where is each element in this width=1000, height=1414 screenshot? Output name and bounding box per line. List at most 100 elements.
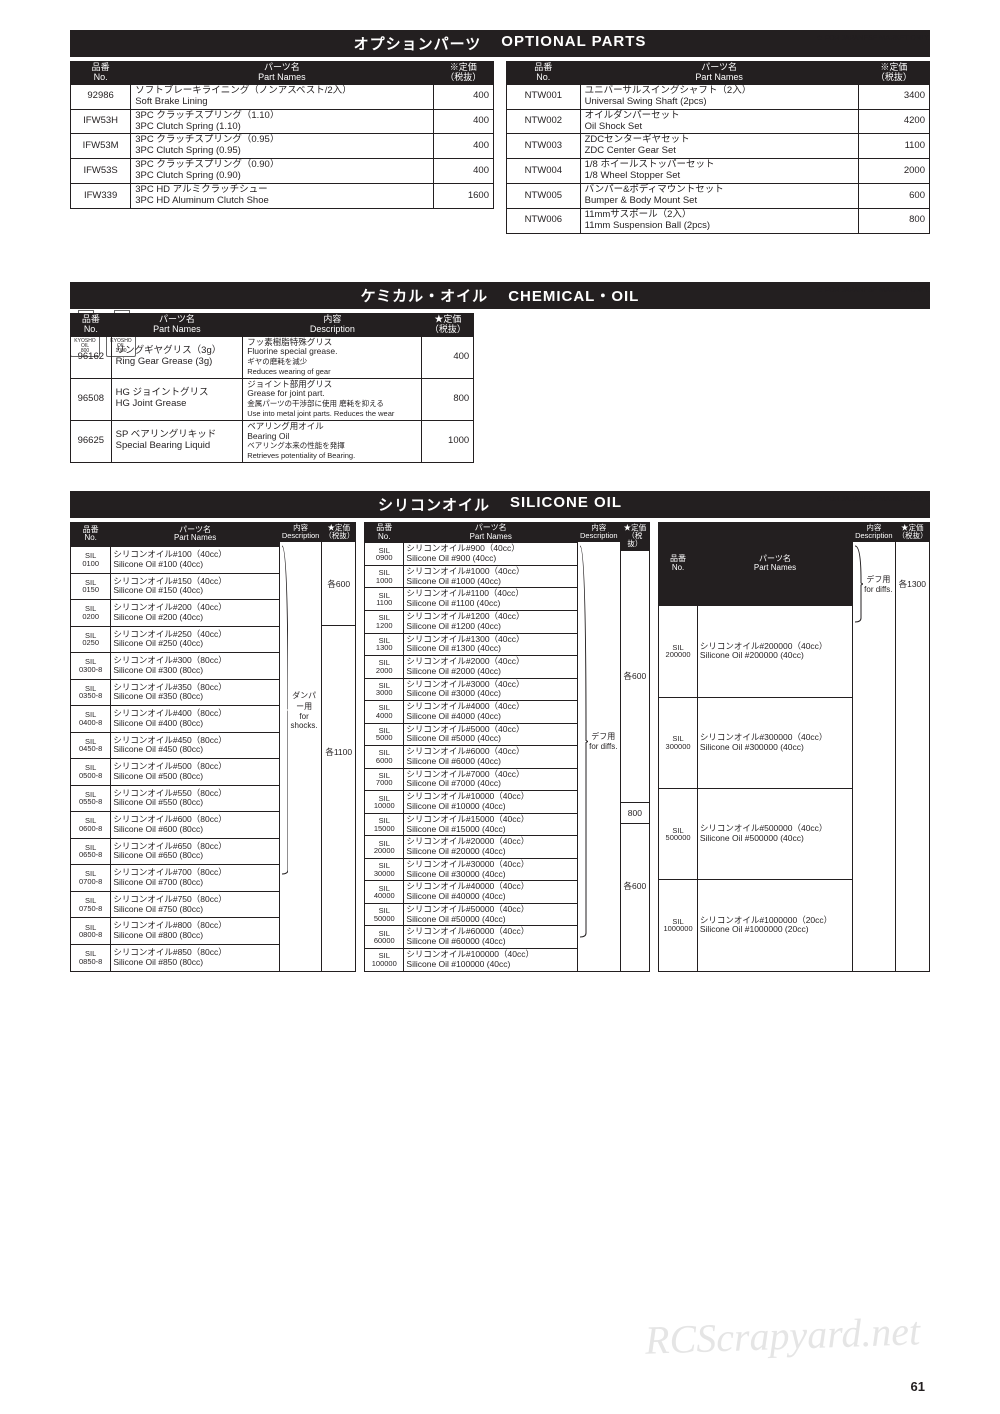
- table-row: SIL1000シリコンオイル#1000（40cc）Silicone Oil #1…: [365, 565, 578, 588]
- part-no: NTW006: [507, 209, 581, 234]
- part-no: SIL0100: [71, 547, 111, 574]
- part-no: SIL10000: [365, 791, 404, 814]
- part-name: シリコンオイル#200（40cc）Silicone Oil #200 (40cc…: [111, 600, 279, 627]
- part-name: シリコンオイル#250（40cc）Silicone Oil #250 (40cc…: [111, 626, 279, 653]
- part-name: SP ベアリングリキッドSpecial Bearing Liquid: [111, 420, 243, 462]
- part-no: SIL4000: [365, 701, 404, 724]
- watermark: RCScrapyard.net: [644, 1307, 921, 1364]
- part-no: SIL0200: [71, 600, 111, 627]
- part-no: SIL200000: [659, 606, 698, 697]
- part-no: SIL1000000: [659, 880, 698, 971]
- table-header: ※定価（税抜）: [858, 62, 929, 85]
- part-name: シリコンオイル#600（80cc）Silicone Oil #600 (80cc…: [111, 812, 279, 839]
- section-header-silicone: シリコンオイル SILICONE OIL: [70, 491, 930, 518]
- part-price: 1600: [433, 184, 493, 209]
- table-header: 品番No.: [659, 522, 698, 605]
- table-row: SIL15000シリコンオイル#15000（40cc）Silicone Oil …: [365, 813, 578, 836]
- part-name: シリコンオイル#150（40cc）Silicone Oil #150 (40cc…: [111, 573, 279, 600]
- part-name: シリコンオイル#300000（40cc）Silicone Oil #300000…: [697, 697, 852, 788]
- silicone-price-col: ★定価（税抜）各1300: [896, 522, 930, 972]
- table-row: SIL3000シリコンオイル#3000（40cc）Silicone Oil #3…: [365, 678, 578, 701]
- part-name: シリコンオイル#10000（40cc）Silicone Oil #10000 (…: [404, 791, 578, 814]
- table-row: IFW53S3PC クラッチスプリング（0.90）3PC Clutch Spri…: [71, 159, 494, 184]
- silicone-desc-col: 内容Descriptionデフ用for diffs.: [578, 522, 621, 972]
- part-name: ZDCセンターギヤセットZDC Center Gear Set: [580, 134, 858, 159]
- part-price: 3400: [858, 84, 929, 109]
- table-row: SIL0500-8シリコンオイル#500（80cc）Silicone Oil #…: [71, 759, 280, 786]
- part-name: シリコンオイル#450（80cc）Silicone Oil #450 (80cc…: [111, 732, 279, 759]
- table-header: パーツ名Part Names: [697, 522, 852, 605]
- table-row: SIL0250シリコンオイル#250（40cc）Silicone Oil #25…: [71, 626, 280, 653]
- part-no: 96625: [71, 420, 112, 462]
- table-row: 96625SP ベアリングリキッドSpecial Bearing Liquidベ…: [71, 420, 474, 462]
- table-header: 品番No.: [71, 62, 131, 85]
- section-title-jp: オプションパーツ: [354, 33, 482, 54]
- part-price: 600: [858, 184, 929, 209]
- table-row: SIL50000シリコンオイル#50000（40cc）Silicone Oil …: [365, 903, 578, 926]
- part-no: SIL0400-8: [71, 706, 111, 733]
- part-price: 400: [433, 159, 493, 184]
- table-row: SIL0700-8シリコンオイル#700（80cc）Silicone Oil #…: [71, 865, 280, 892]
- part-no: SIL50000: [365, 903, 404, 926]
- silicone-table: 品番No.パーツ名Part NamesSIL0900シリコンオイル#900（40…: [364, 522, 578, 972]
- table-row: SIL20000シリコンオイル#20000（40cc）Silicone Oil …: [365, 836, 578, 859]
- part-no: SIL1000: [365, 565, 404, 588]
- part-name: バンパー&ボディマウントセットBumper & Body Mount Set: [580, 184, 858, 209]
- part-no: SIL0750-8: [71, 891, 111, 918]
- part-name: シリコンオイル#60000（40cc）Silicone Oil #60000 (…: [404, 926, 578, 949]
- part-name: シリコンオイル#800（80cc）Silicone Oil #800 (80cc…: [111, 918, 279, 945]
- part-no: SIL30000: [365, 858, 404, 881]
- silicone-price-col: ★定価（税抜）各600各1100: [322, 522, 356, 972]
- table-row: SIL4000シリコンオイル#4000（40cc）Silicone Oil #4…: [365, 701, 578, 724]
- part-no: SIL5000: [365, 723, 404, 746]
- part-no: SIL300000: [659, 697, 698, 788]
- optional-table-right: 品番No.パーツ名Part Names※定価（税抜）NTW001ユニバーサルスイ…: [506, 61, 930, 234]
- table-row: SIL0850-8シリコンオイル#850（80cc）Silicone Oil #…: [71, 944, 280, 971]
- part-name: シリコンオイル#700（80cc）Silicone Oil #700 (80cc…: [111, 865, 279, 892]
- part-price: 400: [433, 109, 493, 134]
- part-no: NTW005: [507, 184, 581, 209]
- table-header: 品番No.: [71, 522, 111, 546]
- table-row: SIL60000シリコンオイル#60000（40cc）Silicone Oil …: [365, 926, 578, 949]
- part-no: 96508: [71, 378, 112, 420]
- silicone-table: 品番No.パーツ名Part NamesSIL200000シリコンオイル#2000…: [658, 522, 853, 972]
- table-row: SIL0800-8シリコンオイル#800（80cc）Silicone Oil #…: [71, 918, 280, 945]
- table-row: SIL0550-8シリコンオイル#550（80cc）Silicone Oil #…: [71, 785, 280, 812]
- part-no: SIL0350-8: [71, 679, 111, 706]
- part-no: SIL100000: [365, 948, 404, 971]
- part-name: 3PC クラッチスプリング（0.90）3PC Clutch Spring (0.…: [131, 159, 433, 184]
- table-header: ★定価（税抜）: [422, 313, 474, 336]
- chemical-oil-section: ケミカル・オイル CHEMICAL・OIL ★ FOR JAPANESE MAR…: [70, 282, 930, 463]
- silicone-col-2: 品番No.パーツ名Part NamesSIL0900シリコンオイル#900（40…: [364, 522, 650, 972]
- silicone-price-col: ★定価（税抜）各600800各600: [621, 522, 651, 972]
- table-row: SIL300000シリコンオイル#300000（40cc）Silicone Oi…: [659, 697, 853, 788]
- table-header: パーツ名Part Names: [580, 62, 858, 85]
- part-no: SIL7000: [365, 768, 404, 791]
- table-row: SIL40000シリコンオイル#40000（40cc）Silicone Oil …: [365, 881, 578, 904]
- part-price: 400: [433, 84, 493, 109]
- table-row: SIL1000000シリコンオイル#1000000（20cc）Silicone …: [659, 880, 853, 971]
- part-price: 800: [858, 209, 929, 234]
- table-row: SIL30000シリコンオイル#30000（40cc）Silicone Oil …: [365, 858, 578, 881]
- section-title-en: OPTIONAL PARTS: [501, 33, 646, 54]
- table-header: ※定価（税抜）: [433, 62, 493, 85]
- part-no: IFW53H: [71, 109, 131, 134]
- part-no: 96162: [71, 336, 112, 378]
- section-title-jp: ケミカル・オイル: [361, 285, 489, 306]
- part-name: シリコンオイル#100（40cc）Silicone Oil #100 (40cc…: [111, 547, 279, 574]
- part-name: HG ジョイントグリスHG Joint Grease: [111, 378, 243, 420]
- part-name: シリコンオイル#750（80cc）Silicone Oil #750 (80cc…: [111, 891, 279, 918]
- part-name: シリコンオイル#6000（40cc）Silicone Oil #6000 (40…: [404, 746, 578, 769]
- silicone-desc-col: 内容Descriptionダンパー用for shocks.: [280, 522, 323, 972]
- part-no: SIL0800-8: [71, 918, 111, 945]
- part-no: SIL0600-8: [71, 812, 111, 839]
- table-row: NTW001ユニバーサルスイングシャフト（2入）Universal Swing …: [507, 84, 930, 109]
- section-title-jp: シリコンオイル: [378, 494, 490, 515]
- part-name: シリコンオイル#2000（40cc）Silicone Oil #2000 (40…: [404, 656, 578, 679]
- part-name: シリコンオイル#500（80cc）Silicone Oil #500 (80cc…: [111, 759, 279, 786]
- part-name: シリコンオイル#1000000（20cc）Silicone Oil #10000…: [697, 880, 852, 971]
- table-row: SIL6000シリコンオイル#6000（40cc）Silicone Oil #6…: [365, 746, 578, 769]
- part-no: SIL0450-8: [71, 732, 111, 759]
- part-no: SIL0250: [71, 626, 111, 653]
- table-row: SIL1100シリコンオイル#1100（40cc）Silicone Oil #1…: [365, 588, 578, 611]
